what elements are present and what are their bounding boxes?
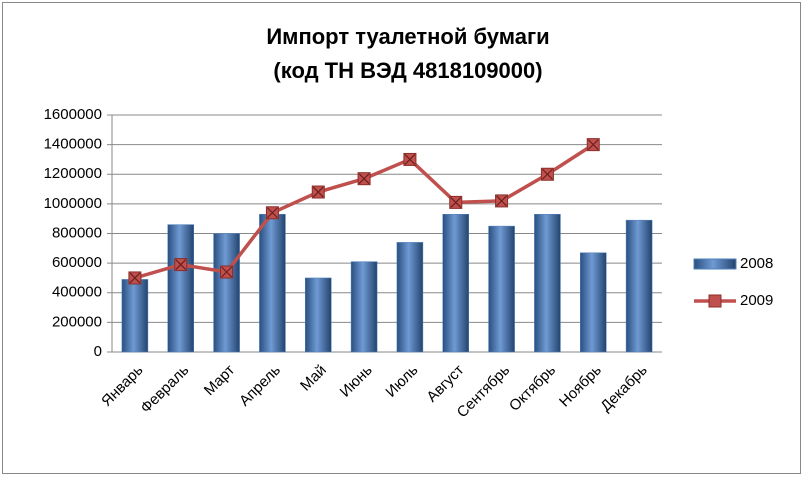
bar xyxy=(488,225,515,353)
y-tick-label: 200000 xyxy=(52,313,102,330)
bar xyxy=(121,279,149,353)
y-tick-label: 600000 xyxy=(52,254,102,271)
legend-label: 2008 xyxy=(740,255,773,272)
marker-cross xyxy=(175,259,187,271)
y-tick-label: 400000 xyxy=(52,284,102,301)
marker-cross xyxy=(221,266,233,278)
bar xyxy=(442,213,469,353)
bar xyxy=(580,252,607,353)
chart-subtitle: (код ТН ВЭД 4818109000) xyxy=(273,58,542,83)
bar xyxy=(350,261,378,353)
marker-cross xyxy=(587,139,599,151)
marker-cross xyxy=(496,195,508,207)
y-tick-label: 800000 xyxy=(52,224,102,241)
bar xyxy=(213,233,240,353)
legend-label: 2009 xyxy=(740,292,773,309)
y-tick-label: 1200000 xyxy=(44,165,102,182)
marker-cross xyxy=(266,207,278,219)
chart-title: Импорт туалетной бумаги xyxy=(266,24,549,49)
bar xyxy=(167,224,194,353)
marker-cross xyxy=(541,168,553,180)
bar xyxy=(396,242,424,353)
marker-cross xyxy=(404,154,416,165)
marker-cross xyxy=(358,173,370,185)
y-tick-label: 1400000 xyxy=(44,136,102,153)
y-tick-label: 1600000 xyxy=(44,106,102,123)
marker-cross xyxy=(129,272,141,284)
marker-cross xyxy=(450,196,462,208)
bar xyxy=(259,213,286,353)
bar xyxy=(305,277,332,353)
y-tick-label: 0 xyxy=(94,343,102,360)
legend-marker xyxy=(708,294,722,308)
bar xyxy=(534,213,561,353)
bar xyxy=(625,219,653,353)
marker-cross xyxy=(312,186,324,198)
legend-swatch xyxy=(693,258,737,270)
y-tick-label: 1000000 xyxy=(44,195,102,212)
